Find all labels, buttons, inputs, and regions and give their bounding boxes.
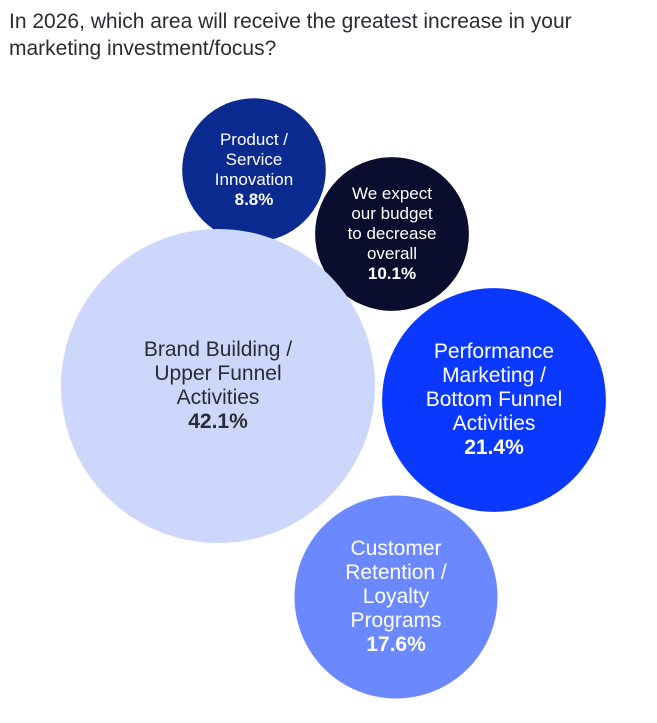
bubble-circle-performance-marketing-bottom-funnel-activities — [382, 288, 606, 512]
bubble-value-label: 10.1% — [368, 264, 416, 283]
bubble-label-product-service-innovation: Product / Service Innovation 8.8% — [215, 130, 293, 209]
bubble-circle-customer-retention-loyalty-programs — [294, 495, 498, 699]
bubble-customer-retention-loyalty-programs: Customer Retention / Loyalty Programs 17.6% — [294, 495, 498, 699]
bubble-label-line: Brand Building / — [144, 338, 292, 361]
chart-title: In 2026, which area will receive the gre… — [9, 10, 572, 60]
bubble-label-line: Upper Funnel — [154, 362, 281, 385]
bubble-performance-marketing-bottom-funnel-activities: Performance Marketing / Bottom Funnel Activ… — [382, 288, 606, 512]
bubble-label-line: Programs — [350, 609, 441, 632]
bubble-label-customer-retention-loyalty-programs: Customer Retention / Loyalty Programs 17.6% — [345, 537, 447, 656]
bubble-label-line: Bottom Funnel — [426, 388, 563, 411]
bubble-value-label: 42.1% — [188, 410, 248, 433]
bubble-label-line: Performance — [434, 340, 554, 363]
bubble-label-line: our budget — [351, 204, 433, 223]
bubble-label-line: Customer — [350, 537, 441, 560]
bubble-product-service-innovation: Product / Service Innovation 8.8% — [182, 98, 326, 242]
bubble-label-performance-marketing-bottom-funnel-activities: Performance Marketing / Bottom Funnel Activ… — [426, 340, 563, 459]
bubble-value-label: 17.6% — [366, 633, 426, 656]
bubble-circle-product-service-innovation — [182, 98, 326, 242]
bubble-label-line: We expect — [352, 184, 432, 203]
bubble-circle-we-expect-our-budget-to-decrease-overall — [315, 157, 469, 311]
bubble-label-line: overall — [367, 244, 417, 263]
bubble-brand-building-upper-funnel-activities: Brand Building / Upper Funnel Activities 42… — [61, 229, 375, 543]
bubble-label-line: Innovation — [215, 170, 293, 189]
bubble-label-line: Activities — [453, 412, 536, 435]
bubble-circle-brand-building-upper-funnel-activities — [61, 229, 375, 543]
bubble-label-line: Activities — [177, 386, 260, 409]
bubble-label-we-expect-our-budget-to-decrease-overall: We expect our budget to decrease overall 10.… — [348, 184, 437, 283]
bubble-label-line: Product / — [220, 130, 288, 149]
bubble-value-label: 21.4% — [464, 436, 524, 459]
bubble-label-brand-building-upper-funnel-activities: Brand Building / Upper Funnel Activities 42… — [144, 338, 292, 433]
bubble-label-line: Retention / — [345, 561, 447, 584]
bubble-value-label: 8.8% — [235, 190, 274, 209]
bubble-we-expect-our-budget-to-decrease-overall: We expect our budget to decrease overall 10.… — [315, 157, 469, 311]
bubble-label-line: Loyalty — [363, 585, 430, 608]
bubble-label-line: Marketing / — [442, 364, 546, 387]
bubble-label-line: to decrease — [348, 224, 437, 243]
bubble-label-line: Service — [226, 150, 283, 169]
